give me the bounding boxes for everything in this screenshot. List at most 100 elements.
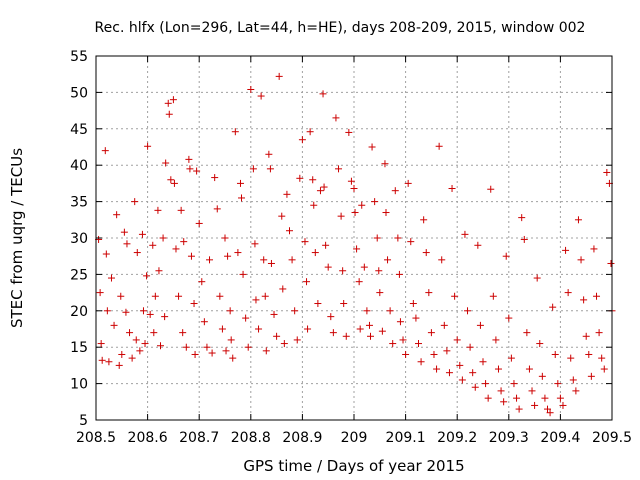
data-point: [549, 303, 557, 311]
data-point: [136, 347, 144, 355]
data-point: [435, 142, 443, 150]
data-point: [500, 398, 508, 406]
data-point: [394, 234, 402, 242]
data-point: [113, 211, 121, 219]
data-point: [278, 212, 286, 220]
data-point: [440, 321, 448, 329]
data-point: [144, 142, 152, 150]
data-point: [224, 252, 232, 260]
data-point: [585, 350, 593, 358]
data-point: [464, 307, 472, 315]
data-point: [471, 383, 479, 391]
data-point: [505, 314, 513, 322]
data-point: [213, 205, 221, 213]
data-point: [138, 230, 146, 238]
data-point: [110, 321, 118, 329]
data-point: [551, 350, 559, 358]
data-point: [251, 240, 259, 248]
data-point: [157, 342, 164, 350]
data-point: [211, 174, 219, 182]
data-point: [386, 307, 394, 315]
data-points: [95, 72, 616, 417]
data-point: [564, 289, 572, 297]
data-point: [384, 256, 392, 264]
data-point: [448, 184, 456, 192]
data-point: [103, 307, 111, 315]
data-point: [577, 256, 585, 264]
data-point: [177, 206, 185, 214]
data-point: [409, 300, 417, 308]
x-tick-label: 209: [341, 430, 368, 446]
data-point: [309, 176, 317, 184]
data-point: [182, 343, 190, 351]
data-point: [320, 183, 328, 191]
data-point: [580, 296, 588, 304]
data-point: [141, 340, 149, 348]
data-point: [283, 190, 291, 198]
data-point: [378, 327, 386, 335]
data-point: [172, 245, 180, 253]
data-point: [193, 167, 201, 175]
data-point: [598, 354, 606, 362]
data-point: [502, 252, 510, 260]
data-point: [227, 336, 235, 344]
data-point: [218, 325, 226, 333]
data-point: [266, 165, 274, 173]
data-point: [180, 238, 188, 246]
data-point: [164, 99, 172, 107]
x-tick-label: 208.9: [282, 430, 322, 446]
data-point: [122, 308, 130, 316]
data-point: [247, 85, 255, 93]
data-point: [595, 329, 603, 337]
data-point: [267, 259, 275, 267]
data-point: [236, 179, 244, 187]
data-point: [345, 128, 353, 136]
data-point: [151, 292, 159, 300]
x-tick-label: 208.5: [76, 430, 116, 446]
data-point: [567, 354, 575, 362]
y-axis-label: STEC from uqrg / TECUs: [8, 148, 26, 328]
data-point: [355, 278, 363, 286]
data-point: [587, 372, 595, 380]
data-point: [231, 128, 239, 136]
data-point: [453, 336, 461, 344]
data-point: [296, 174, 304, 182]
data-point: [175, 292, 183, 300]
data-point: [238, 194, 246, 202]
data-point: [425, 289, 433, 297]
data-point: [487, 185, 495, 193]
data-point: [98, 356, 106, 364]
data-point: [430, 350, 438, 358]
data-point: [179, 329, 187, 337]
data-point: [569, 376, 577, 384]
x-tick-label: 208.7: [179, 430, 219, 446]
data-point: [150, 329, 158, 337]
data-point: [482, 380, 490, 388]
data-point: [365, 321, 373, 329]
x-tick-label: 209.1: [386, 430, 426, 446]
x-axis-label: GPS time / Days of year 2015: [243, 457, 464, 475]
data-point: [492, 336, 500, 344]
data-point: [445, 369, 453, 377]
data-point: [185, 155, 193, 163]
data-point: [327, 313, 335, 321]
data-point: [270, 310, 278, 318]
data-point: [351, 209, 359, 217]
data-point: [404, 179, 412, 187]
y-tick-label: 45: [70, 122, 88, 138]
data-point: [261, 292, 269, 300]
data-point: [541, 394, 549, 402]
data-point: [216, 292, 224, 300]
data-point: [255, 325, 263, 333]
data-point: [544, 405, 551, 413]
data-point: [382, 209, 390, 217]
data-point: [515, 405, 523, 413]
data-point: [412, 314, 420, 322]
data-point: [190, 300, 198, 308]
data-point: [399, 336, 407, 344]
data-point: [208, 349, 216, 357]
data-point: [191, 350, 199, 358]
data-point: [324, 263, 332, 271]
data-point: [396, 318, 404, 326]
y-tick-label: 50: [70, 85, 88, 101]
